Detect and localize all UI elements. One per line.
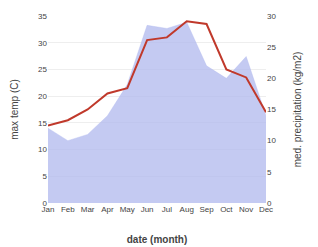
svg-text:med. precipitation (kg/m2): med. precipitation (kg/m2) (292, 52, 303, 168)
svg-text:10: 10 (267, 136, 276, 145)
svg-text:35: 35 (38, 12, 47, 21)
svg-text:15: 15 (267, 105, 276, 114)
svg-text:May: May (120, 205, 135, 214)
svg-text:20: 20 (38, 92, 47, 101)
svg-text:Feb: Feb (61, 205, 75, 214)
svg-text:25: 25 (38, 65, 47, 74)
svg-text:5: 5 (43, 172, 48, 181)
svg-text:30: 30 (267, 12, 276, 21)
svg-text:date (month): date (month) (127, 234, 188, 245)
svg-text:30: 30 (38, 39, 47, 48)
svg-text:0: 0 (43, 199, 48, 208)
svg-text:Dec: Dec (259, 205, 273, 214)
svg-text:Jun: Jun (141, 205, 154, 214)
svg-text:Sep: Sep (199, 205, 214, 214)
svg-text:5: 5 (267, 168, 272, 177)
svg-text:0: 0 (267, 199, 272, 208)
svg-text:Jan: Jan (42, 205, 55, 214)
svg-text:15: 15 (38, 119, 47, 128)
svg-text:20: 20 (267, 74, 276, 83)
svg-text:Nov: Nov (239, 205, 253, 214)
svg-text:10: 10 (38, 145, 47, 154)
svg-text:Apr: Apr (101, 205, 114, 214)
svg-text:Jul: Jul (162, 205, 172, 214)
svg-text:Oct: Oct (220, 205, 233, 214)
svg-text:Mar: Mar (81, 205, 95, 214)
svg-text:max temp (C): max temp (C) (9, 79, 20, 140)
svg-text:25: 25 (267, 43, 276, 52)
svg-text:Aug: Aug (180, 205, 194, 214)
